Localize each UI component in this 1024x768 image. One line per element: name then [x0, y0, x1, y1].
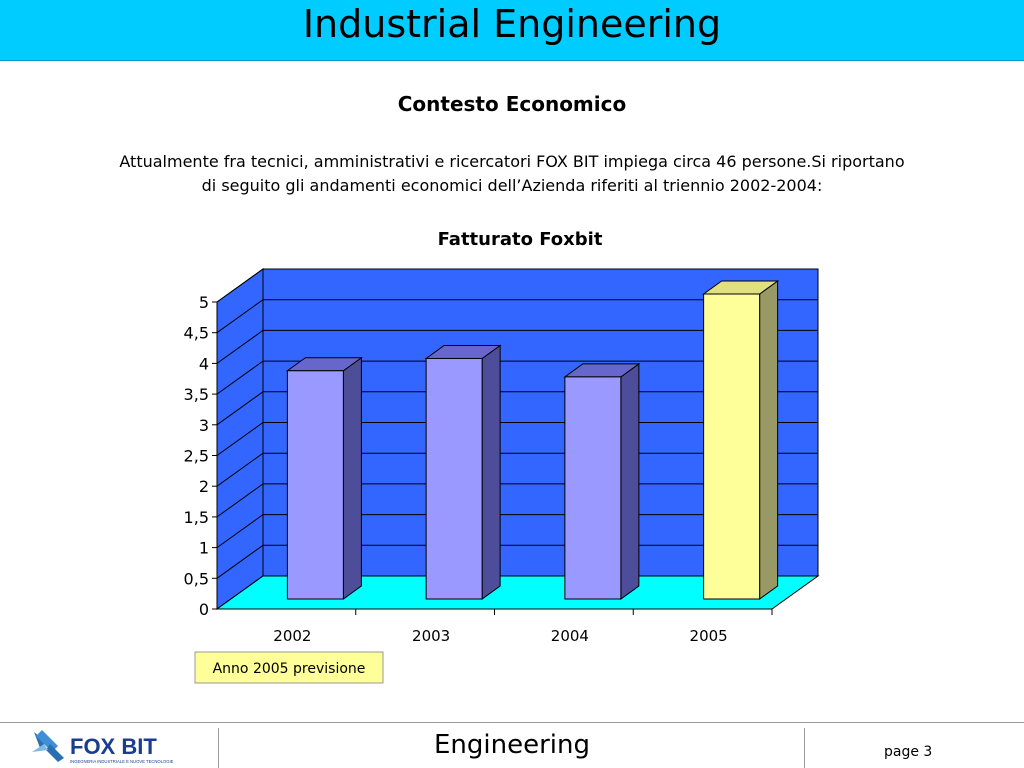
- intro-line-1: Attualmente fra tecnici, amministrativi …: [119, 152, 905, 171]
- logo-subtext: INGEGNERIA INDUSTRIALE E NUOVE TECNOLOGI…: [70, 759, 174, 764]
- bar-2002: [285, 356, 363, 600]
- chart-title: Fatturato Foxbit: [438, 229, 603, 250]
- foxbit-logo: FOX BIT INGEGNERIA INDUSTRIALE E NUOVE T…: [32, 730, 174, 764]
- x-tick-label: 2002: [273, 627, 311, 645]
- gridline: [216, 329, 818, 364]
- y-tick-label: 2: [199, 477, 209, 496]
- y-tick-label: 3,5: [184, 385, 209, 404]
- gridline: [216, 299, 818, 334]
- section-title: Contesto Economico: [397, 92, 627, 116]
- y-tick-label: 1,5: [184, 508, 209, 527]
- x-tick-label: 2005: [690, 627, 728, 645]
- logo-text: FOX BIT: [70, 734, 157, 759]
- revenue-chart: Fatturato Foxbit 0 0,5 1 1,5 2 2,5 3 3,5 4 4,5 5 200…: [184, 229, 820, 684]
- footer-divider: [0, 722, 1024, 723]
- gridline: [216, 360, 818, 395]
- header-bar: Industrial Engineering: [0, 0, 1024, 61]
- bar-2004: [563, 362, 641, 600]
- y-tick-label: 2,5: [184, 447, 209, 466]
- intro-text: Attualmente fra tecnici, amministrativi …: [60, 150, 964, 198]
- foxbit-logo-icon: [32, 730, 64, 762]
- annotation-box: [194, 651, 384, 684]
- gridline: [216, 268, 818, 303]
- x-tick-label: 2004: [551, 627, 589, 645]
- intro-line-2: di seguito gli andamenti economici dell’…: [201, 176, 823, 195]
- x-tick-label: 2003: [412, 627, 450, 645]
- bar-2003: [424, 344, 502, 600]
- y-tick-label: 3: [199, 416, 209, 435]
- y-tick-label: 4,5: [184, 324, 209, 343]
- footer-separator-right: [804, 728, 805, 768]
- y-tick-label: 4: [199, 354, 209, 373]
- y-tick-label: 0: [199, 600, 209, 619]
- bar-2005: [702, 280, 780, 600]
- footer-center-label: Engineering: [434, 730, 590, 760]
- page-title: Industrial Engineering: [302, 2, 722, 46]
- y-tick-label: 1: [199, 539, 209, 558]
- annotation-text: Anno 2005 previsione: [213, 661, 366, 677]
- y-tick-label: 0,5: [184, 569, 209, 588]
- footer-separator-left: [218, 728, 219, 768]
- y-tick-label: 5: [199, 293, 209, 312]
- page-number: page 3: [884, 744, 933, 760]
